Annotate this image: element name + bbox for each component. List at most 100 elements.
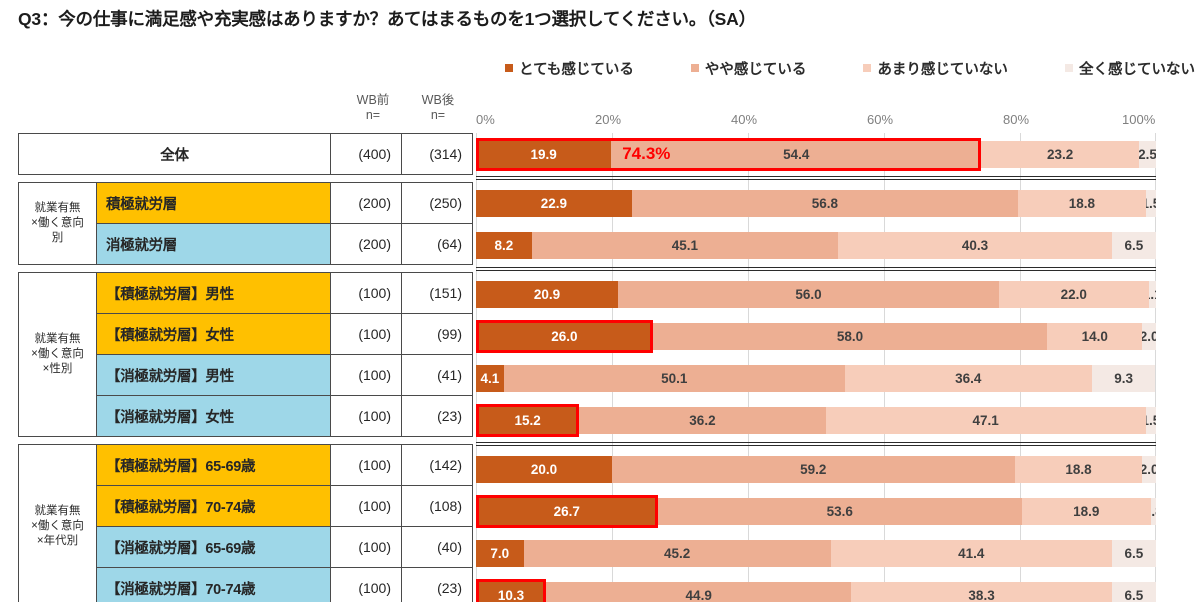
bar-segment-3: 40.3 xyxy=(838,231,1112,259)
legend-swatch-icon xyxy=(505,64,513,72)
category-group-1: 就業有無 ×働く意向別積極就労層 (200) (250) 消極就労層 (200) (64) xyxy=(18,182,473,265)
chart-row[interactable]: 20.956.022.01.1 xyxy=(476,273,1156,315)
group-label-line: ×働く意向 xyxy=(31,217,84,229)
bar-segment-4: 1.5 xyxy=(1145,406,1156,434)
legend-item-0[interactable]: とても感じている xyxy=(505,58,634,79)
chart-row[interactable]: 20.0 59.2 18.8 2.0 xyxy=(476,448,1156,490)
chart-row[interactable]: 22.956.818.81.5 xyxy=(476,182,1156,224)
table-row[interactable]: 【消極就労層】70-74歳 (100) (23) xyxy=(96,567,473,602)
bar-segment-1: 15.2 xyxy=(476,406,580,434)
axis-tick-60pct: 60% xyxy=(867,112,894,127)
legend-item-label: やや感じている xyxy=(704,61,807,78)
table-row[interactable]: 【消極就労層】女性 (100) (23) xyxy=(96,395,473,437)
table-row[interactable]: 【積極就労層】65-69歳 (100) (142) xyxy=(96,444,473,486)
table-row[interactable]: 【積極就労層】男性 (100) (151) xyxy=(96,272,473,314)
group-rows: 積極就労層 (200) (250) 消極就労層 (200) (64) xyxy=(96,182,473,265)
table-row[interactable]: 【消極就労層】65-69歳 (100) (40) xyxy=(96,526,473,568)
group-separator xyxy=(476,176,1156,180)
bar-segment-4: 1.1 xyxy=(1148,280,1156,308)
row-category-label: 【消極就労層】男性 xyxy=(96,354,331,396)
bar-segment-3: 41.4 xyxy=(830,539,1112,567)
bar-segment-3: 14.0 xyxy=(1047,322,1143,350)
chart-row[interactable]: 7.0 45.2 41.4 6.5 xyxy=(476,532,1156,574)
table-row[interactable]: 【消極就労層】男性 (100) (41) xyxy=(96,354,473,396)
row-wb-post-n: (142) xyxy=(402,444,473,486)
row-category-label: 【積極就労層】女性 xyxy=(96,313,331,355)
gridline xyxy=(1155,133,1156,598)
row-wb-post-n: (151) xyxy=(402,272,473,314)
chart-row[interactable]: 4.1 50.1 36.4 9.3 xyxy=(476,357,1156,399)
bar-segment-1: 20.9 xyxy=(476,280,619,308)
row-wb-pre-n: (100) xyxy=(331,444,402,486)
bar-segment-2: 58.0 xyxy=(652,322,1048,350)
chart-row[interactable]: 26.0 58.0 14.0 2.0 xyxy=(476,315,1156,357)
group-label: 就業有無 ×働く意向 ×年代別 xyxy=(18,444,96,602)
row-wb-pre-n: (200) xyxy=(331,182,402,224)
row-wb-pre-n: (400) xyxy=(331,133,402,175)
bar-segment-2: 54.4 xyxy=(611,140,982,168)
legend-item-2[interactable]: あまり感じていない xyxy=(863,58,1008,79)
bar-segment-4: 0.8 xyxy=(1150,497,1156,525)
table-row[interactable]: 【積極就労層】70-74歳 (100) (108) xyxy=(96,485,473,527)
row-category-label: 積極就労層 xyxy=(96,182,331,224)
x-axis: 0% 20% 40% 60% 80% 100% xyxy=(476,112,1156,130)
group-label-line: ×性別 xyxy=(42,363,73,375)
bar-segment-1: 26.0 xyxy=(476,322,653,350)
legend-item-1[interactable]: やや感じている xyxy=(690,58,807,79)
row-category-label: 【消極就労層】65-69歳 xyxy=(96,526,331,568)
row-category-label: 【積極就労層】70-74歳 xyxy=(96,485,331,527)
bar-segment-2: 45.2 xyxy=(523,539,831,567)
chart-row[interactable]: 10.3 44.9 38.3 6.5 xyxy=(476,574,1156,602)
row-wb-post-n: (99) xyxy=(402,313,473,355)
stacked-bar: 20.956.022.01.1 xyxy=(476,280,1156,308)
highlight-note: 74.3% xyxy=(622,144,671,163)
column-header-wb-post-line2: n= xyxy=(430,108,446,122)
axis-tick-80pct: 80% xyxy=(1003,112,1030,127)
legend-item-3[interactable]: 全く感じていない xyxy=(1064,58,1195,79)
row-wb-pre-n: (200) xyxy=(331,223,402,265)
row-wb-post-n: (40) xyxy=(402,526,473,568)
table-row[interactable]: 【積極就労層】女性 (100) (99) xyxy=(96,313,473,355)
chart-group-0: 19.9 54.4 23.2 2.5 74.3% xyxy=(476,133,1156,175)
bar-segment-2: 50.1 xyxy=(503,364,845,392)
chart-row[interactable]: 15.236.247.11.5 xyxy=(476,399,1156,441)
bar-segment-3: 36.4 xyxy=(844,364,1093,392)
group-rows: 全体 (400) (314) xyxy=(18,133,473,175)
axis-tick-20pct: 20% xyxy=(595,112,622,127)
table-row[interactable]: 消極就労層 (200) (64) xyxy=(96,223,473,265)
bar-segment-2: 56.0 xyxy=(618,280,999,308)
column-header-wb-post: WB後 n= xyxy=(410,93,466,123)
bar-segment-2: 59.2 xyxy=(612,455,1015,483)
group-label-line: 就業有無 xyxy=(34,505,81,517)
chart-row[interactable]: 26.753.618.90.8 xyxy=(476,490,1156,532)
bar-segment-4: 9.3 xyxy=(1092,364,1156,392)
chart-row[interactable]: 19.9 54.4 23.2 2.5 74.3% xyxy=(476,133,1156,175)
table-row[interactable]: 全体 (400) (314) xyxy=(18,133,473,175)
row-category-label: 【消極就労層】女性 xyxy=(96,395,331,437)
row-wb-post-n: (108) xyxy=(402,485,473,527)
bar-segment-3: 18.8 xyxy=(1017,189,1146,217)
bar-segment-1: 7.0 xyxy=(476,539,524,567)
group-label-line: ×働く意向 xyxy=(31,520,84,532)
chart-group-3: 20.059.218.82.0 26.753.618.90.8 7.045.241.… xyxy=(476,442,1156,602)
bar-segment-3: 47.1 xyxy=(825,406,1146,434)
bar-segment-4: 2.5 xyxy=(1138,140,1156,168)
stacked-bar: 19.9 54.4 23.2 2.5 74.3% xyxy=(476,137,1156,171)
axis-tick-0pct: 0% xyxy=(476,112,495,127)
bar-segment-1: 22.9 xyxy=(476,189,632,217)
bar-segment-3: 22.0 xyxy=(998,280,1149,308)
row-wb-pre-n: (100) xyxy=(331,354,402,396)
chart-row[interactable]: 8.2 45.1 40.3 6.5 xyxy=(476,224,1156,266)
row-wb-post-n: (23) xyxy=(402,395,473,437)
bar-segment-1: 10.3 xyxy=(476,581,547,602)
bar-segment-4: 6.5 xyxy=(1111,231,1156,259)
group-rows: 【積極就労層】男性 (100) (151) 【積極就労層】女性 (100) (99) 【消極… xyxy=(96,272,473,437)
group-label-line: 就業有無 xyxy=(34,202,81,214)
row-wb-post-n: (41) xyxy=(402,354,473,396)
stacked-bar: 26.0 58.0 14.0 2.0 xyxy=(476,319,1156,353)
group-separator xyxy=(476,442,1156,446)
stacked-bar: 10.3 44.9 38.3 6.5 xyxy=(476,578,1156,602)
row-wb-pre-n: (100) xyxy=(331,485,402,527)
table-row[interactable]: 積極就労層 (200) (250) xyxy=(96,182,473,224)
